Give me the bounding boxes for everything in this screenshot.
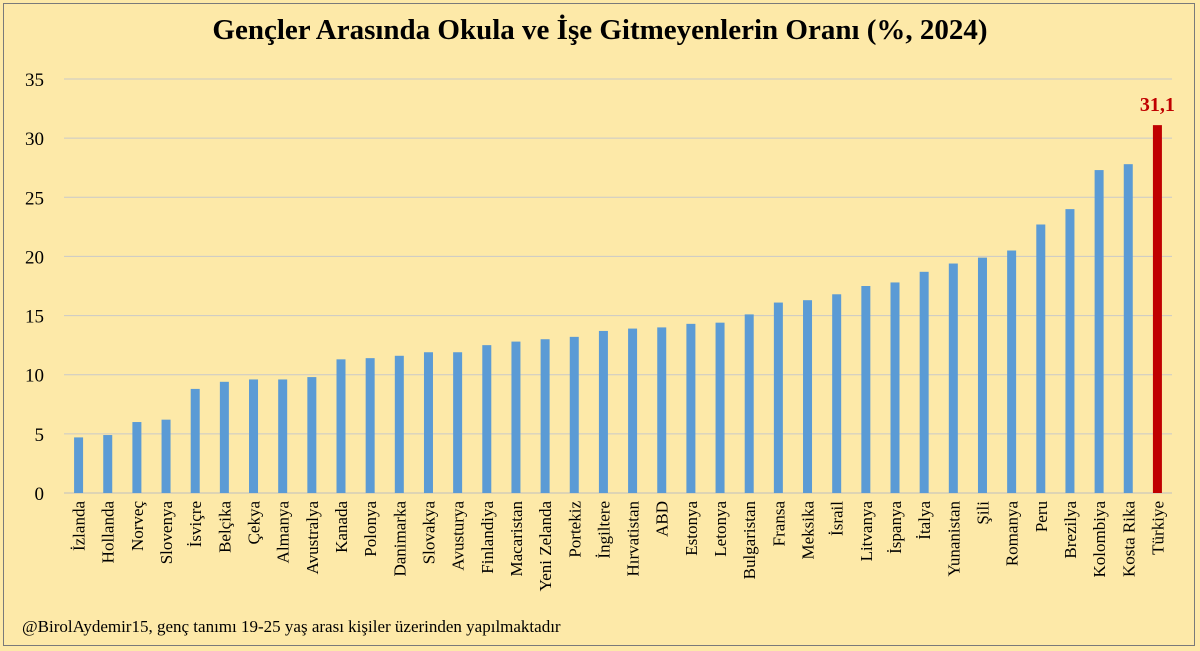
- bar: [132, 422, 142, 493]
- bar: [773, 302, 783, 493]
- bar: [1123, 164, 1133, 493]
- bar: [1065, 209, 1075, 493]
- x-tick-label: Yunanistan: [944, 501, 963, 577]
- bar: [832, 294, 842, 493]
- bar: [1152, 125, 1162, 493]
- footnote: @BirolAydemir15, genç tanımı 19-25 yaş a…: [22, 617, 561, 636]
- bar: [919, 271, 929, 493]
- bar: [161, 419, 171, 493]
- x-tick-label: Avusturya: [449, 501, 468, 571]
- x-tick-label: Kanada: [332, 501, 351, 553]
- y-tick-label: 5: [35, 425, 45, 446]
- x-tick-label: Polonya: [361, 501, 380, 557]
- bar: [1094, 170, 1104, 493]
- x-tick-label: Kolombiya: [1090, 501, 1109, 578]
- bar: [482, 345, 492, 493]
- x-tick-label: İtalya: [915, 501, 934, 540]
- x-tick-label: Romanya: [1003, 501, 1022, 567]
- bar: [628, 328, 638, 493]
- bar: [190, 388, 200, 493]
- y-tick-label: 15: [25, 307, 44, 328]
- x-tick-label: İzlanda: [70, 501, 89, 551]
- y-tick-label: 35: [25, 70, 44, 91]
- x-tick-label: ABD: [653, 501, 672, 537]
- x-tick-label: Fransa: [769, 501, 788, 547]
- x-tick-label: Finlandiya: [478, 501, 497, 574]
- bar: [803, 300, 813, 493]
- x-tick-label: İsviçre: [186, 501, 205, 547]
- x-tick-label: Yeni Zelanda: [536, 501, 555, 592]
- bar: [219, 381, 229, 493]
- x-tick-label: İngiltere: [594, 501, 613, 559]
- bar: [278, 379, 288, 493]
- x-tick-label: Slovenya: [157, 501, 176, 565]
- bar: [569, 336, 579, 493]
- x-tick-label: İsrail: [828, 501, 847, 536]
- chart-title: Gençler Arasında Okula ve İşe Gitmeyenle…: [212, 14, 988, 46]
- bar: [307, 377, 317, 493]
- bar: [686, 323, 696, 493]
- x-tick-label: Estonya: [682, 501, 701, 556]
- x-tick-label: Norveç: [128, 501, 147, 551]
- bar: [540, 339, 550, 493]
- bar: [1007, 250, 1017, 493]
- x-tick-label: Avustralya: [303, 501, 322, 575]
- y-tick-label: 10: [25, 366, 44, 387]
- bar: [74, 437, 84, 493]
- x-tick-label: Peru: [1032, 501, 1051, 533]
- bar: [394, 355, 404, 493]
- bar: [977, 257, 987, 493]
- chart-frame: [3, 3, 1195, 646]
- x-tick-label: Letonya: [711, 501, 730, 557]
- x-tick-label: Türkiye: [1148, 501, 1167, 555]
- bar: [948, 263, 958, 493]
- x-tick-label: İspanya: [886, 501, 905, 554]
- bar: [423, 352, 433, 493]
- y-tick-label: 30: [25, 129, 44, 150]
- x-tick-label: Danimarka: [390, 501, 409, 577]
- bar: [511, 341, 521, 493]
- x-tick-label: Almanya: [274, 501, 293, 564]
- bar: [657, 327, 667, 493]
- bar: [744, 314, 754, 493]
- x-tick-label: Belçika: [215, 501, 234, 553]
- bar: [453, 352, 463, 493]
- x-tick-label: Litvanya: [857, 501, 876, 562]
- bar: [1036, 224, 1046, 493]
- bar: [103, 435, 113, 493]
- y-tick-label: 25: [25, 188, 44, 209]
- x-tick-label: Portekiz: [565, 501, 584, 558]
- bar: [365, 358, 375, 493]
- bar: [890, 282, 900, 493]
- x-tick-label: Macaristan: [507, 501, 526, 577]
- bar: [598, 330, 608, 493]
- x-tick-label: Kosta Rika: [1119, 501, 1138, 577]
- bar: [715, 322, 725, 493]
- x-tick-label: Brezilya: [1061, 501, 1080, 559]
- bar: [249, 379, 259, 493]
- x-tick-label: Hollanda: [99, 501, 118, 564]
- y-tick-label: 0: [35, 484, 45, 505]
- data-label: 31,1: [1140, 94, 1175, 116]
- x-tick-label: Bulgaristan: [740, 501, 759, 580]
- x-tick-label: Çekya: [245, 501, 264, 545]
- x-tick-label: Şili: [973, 501, 992, 525]
- x-tick-label: Hırvatistan: [624, 501, 643, 577]
- bar: [336, 359, 346, 493]
- bar: [861, 286, 871, 493]
- x-tick-label: Meksika: [799, 501, 818, 560]
- x-tick-label: Slovakya: [419, 501, 438, 565]
- y-tick-label: 20: [25, 247, 44, 268]
